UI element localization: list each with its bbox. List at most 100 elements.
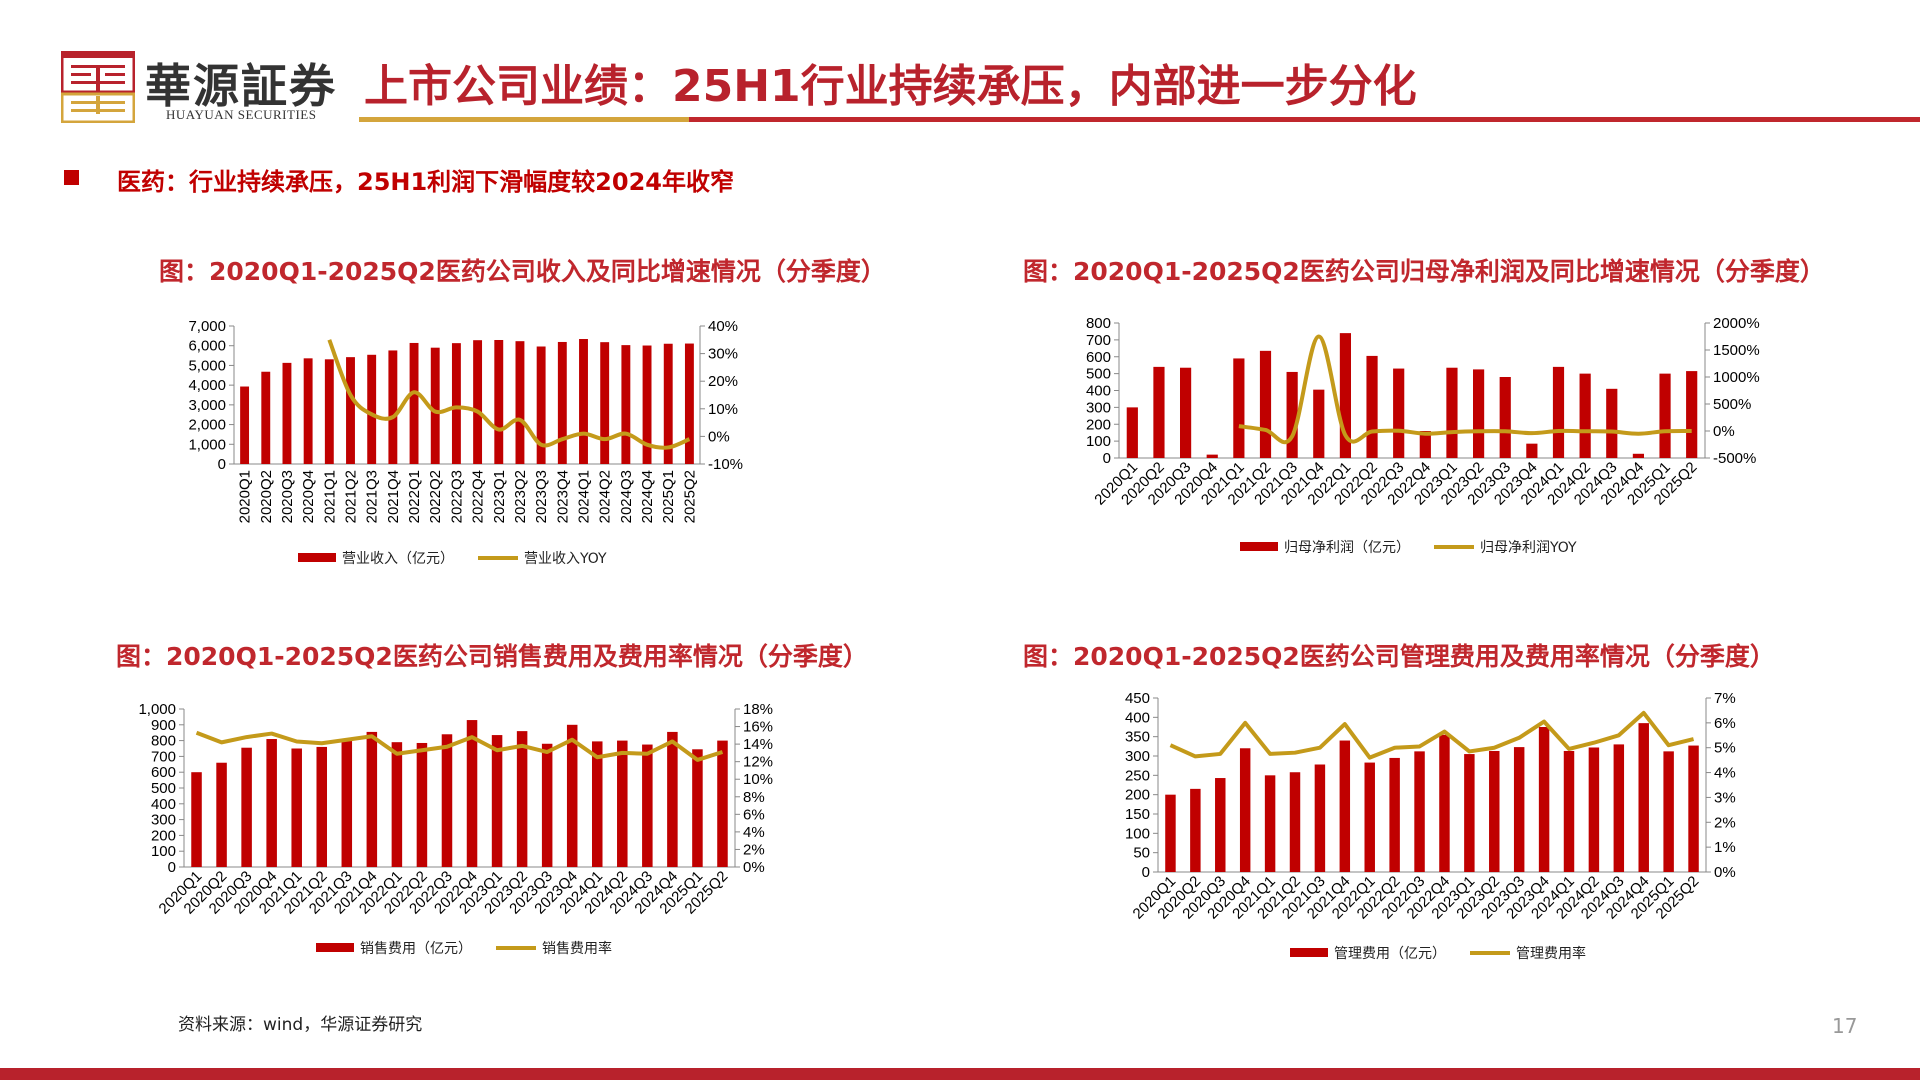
bar xyxy=(1289,772,1301,872)
bar xyxy=(1613,744,1625,872)
bar xyxy=(430,347,440,464)
y-left-tick-label: 6,000 xyxy=(188,338,226,355)
y-right-tick-label: 5% xyxy=(1714,740,1736,757)
bar xyxy=(1659,373,1671,458)
y-right-tick-label: 16% xyxy=(743,719,773,736)
bar xyxy=(366,731,378,867)
x-tick-label: 2023Q4 xyxy=(554,470,571,523)
y-right-tick-label: 18% xyxy=(743,701,773,718)
bar xyxy=(341,740,353,867)
bar xyxy=(1513,747,1525,872)
bar xyxy=(1632,453,1645,458)
legend-label-bar: 销售费用（亿元） xyxy=(360,941,472,957)
bar xyxy=(466,720,478,867)
y-left-tick-label: 600 xyxy=(151,764,176,781)
y-left-tick-label: 3,000 xyxy=(188,397,226,414)
y-right-tick-label: 4% xyxy=(743,824,765,841)
bar xyxy=(541,743,553,867)
y-right-tick-label: 1000% xyxy=(1713,369,1760,386)
bar xyxy=(1414,751,1425,872)
bar xyxy=(1126,407,1138,458)
bar xyxy=(1489,750,1500,872)
y-left-tick-label: 300 xyxy=(1086,399,1111,416)
bar xyxy=(216,762,227,867)
y-left-tick-label: 400 xyxy=(151,796,176,813)
series-line xyxy=(1169,710,1695,760)
y-right-tick-label: 8% xyxy=(743,789,765,806)
y-left-tick-label: 1,000 xyxy=(188,436,226,453)
y-left-tick-label: 350 xyxy=(1125,729,1150,746)
legend-bar-swatch xyxy=(1290,948,1328,957)
x-tick-label: 2024Q4 xyxy=(639,470,656,523)
y-right-tick-label: 10% xyxy=(708,401,738,418)
bar xyxy=(491,735,503,867)
chart-title-sales-expense: 图：2020Q1-2025Q2医药公司销售费用及费用率情况（分季度） xyxy=(116,642,868,671)
series-line xyxy=(195,730,724,762)
x-tick-label: 2024Q1 xyxy=(576,470,593,523)
x-tick-label: 2021Q3 xyxy=(364,470,381,523)
bullet-square-icon xyxy=(64,170,79,185)
bar xyxy=(266,739,277,867)
bar xyxy=(1153,366,1165,458)
bar xyxy=(282,362,292,464)
y-right-tick-label: 20% xyxy=(708,373,738,390)
legend-label-line: 营业收入YOY xyxy=(524,551,607,567)
y-left-tick-label: 700 xyxy=(151,748,176,765)
page-title: 上市公司业绩：25H1行业持续承压，内部进一步分化 xyxy=(364,61,1417,112)
bar xyxy=(409,342,419,464)
y-right-tick-label: 2% xyxy=(743,841,765,858)
y-left-tick-label: 4,000 xyxy=(188,377,226,394)
legend-label-bar: 管理费用（亿元） xyxy=(1334,946,1446,962)
y-left-tick-label: 450 xyxy=(1125,690,1150,707)
y-left-tick-label: 500 xyxy=(151,780,176,797)
bar xyxy=(240,386,250,464)
y-right-tick-label: 2% xyxy=(1714,814,1736,831)
y-left-tick-label: 7,000 xyxy=(188,318,226,335)
y-left-tick-label: 200 xyxy=(1125,787,1150,804)
bar xyxy=(1264,775,1276,872)
y-right-tick-label: 1% xyxy=(1714,839,1736,856)
bar xyxy=(1588,747,1600,872)
x-tick-label: 2024Q3 xyxy=(618,470,635,523)
y-right-tick-label: 0% xyxy=(1714,864,1736,881)
bar xyxy=(241,747,252,867)
bar xyxy=(621,345,631,464)
chart-0: 0 1,000 2,000 3,000 4,000 5,000 6,000 7,000 -10%… xyxy=(188,318,743,567)
logo-subtext: HUAYUAN SECURITIES xyxy=(166,107,317,122)
bar xyxy=(516,731,528,867)
x-tick-label: 2022Q1 xyxy=(406,470,423,523)
x-tick-label: 2022Q3 xyxy=(448,470,465,523)
bar xyxy=(1393,368,1405,458)
y-right-tick-label: 6% xyxy=(1714,715,1736,732)
bar xyxy=(261,371,271,464)
bar xyxy=(1339,740,1351,872)
bar xyxy=(494,339,504,464)
y-left-tick-label: 700 xyxy=(1086,332,1111,349)
bar xyxy=(316,746,328,867)
bar xyxy=(1239,748,1251,872)
y-right-tick-label: 10% xyxy=(743,771,773,788)
bar xyxy=(1579,373,1591,458)
bar xyxy=(1563,750,1575,872)
bar xyxy=(1206,454,1218,458)
bar xyxy=(1686,371,1698,458)
bar xyxy=(1179,367,1192,458)
x-tick-label: 2023Q3 xyxy=(533,470,550,523)
y-right-tick-label: 6% xyxy=(743,806,765,823)
bar xyxy=(617,740,628,867)
x-tick-label: 2021Q2 xyxy=(343,470,360,523)
x-tick-label: 2020Q4 xyxy=(300,470,317,523)
bar xyxy=(536,346,546,464)
y-left-tick-label: 50 xyxy=(1133,845,1150,862)
x-tick-label: 2023Q1 xyxy=(491,470,508,523)
bar xyxy=(591,741,603,867)
y-right-tick-label: 0% xyxy=(1713,423,1735,440)
bar xyxy=(1190,788,1201,872)
bar xyxy=(1165,794,1176,872)
legend-bar-swatch xyxy=(316,943,354,952)
y-left-tick-label: 100 xyxy=(151,843,176,860)
y-left-tick-label: 200 xyxy=(1086,416,1111,433)
y-left-tick-label: 900 xyxy=(151,717,176,734)
